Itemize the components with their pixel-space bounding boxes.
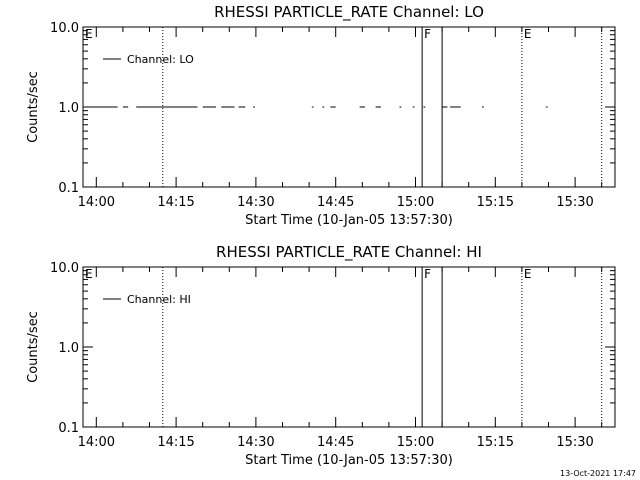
x-tick-label: 14:45 (317, 435, 354, 450)
x-axis-label: Start Time (10-Jan-05 13:57:30) (245, 453, 453, 468)
x-axis-label: Start Time (10-Jan-05 13:57:30) (245, 213, 453, 228)
event-annotation: F (424, 267, 431, 281)
y-tick-label: 1.0 (58, 101, 79, 116)
event-annotation: E (85, 27, 93, 41)
x-tick-label: 14:15 (157, 435, 194, 450)
timestamp-footer: 13-Oct-2021 17:47 (560, 469, 636, 478)
chart-panel-1: RHESSI PARTICLE_RATE Channel: HI 0.1 1.0 10… (26, 243, 616, 468)
x-tick-label: 15:30 (556, 195, 593, 210)
x-tick-label: 14:45 (317, 195, 354, 210)
x-tick-label: 14:00 (78, 435, 115, 450)
y-tick-label: 1.0 (58, 341, 79, 356)
x-tick-label: 14:00 (78, 195, 115, 210)
chart-panel-0: RHESSI PARTICLE_RATE Channel: LO 0.1 1.0 10… (26, 3, 616, 228)
x-tick-label: 14:15 (157, 195, 194, 210)
y-tick-label: 10.0 (50, 21, 79, 36)
legend-label: Channel: HI (127, 293, 191, 306)
chart-title: RHESSI PARTICLE_RATE Channel: HI (216, 243, 482, 262)
x-tick-label: 15:00 (397, 195, 434, 210)
event-annotation: E (524, 267, 532, 281)
legend-label: Channel: LO (127, 53, 194, 66)
y-axis-label: Counts/sec (26, 71, 41, 143)
y-tick-label: 10.0 (50, 261, 79, 276)
event-annotation: E (524, 27, 532, 41)
x-tick-label: 15:30 (556, 435, 593, 450)
y-tick-label: 0.1 (58, 181, 79, 196)
x-tick-label: 15:15 (477, 435, 514, 450)
chart-title: RHESSI PARTICLE_RATE Channel: LO (214, 3, 484, 22)
x-tick-label: 15:15 (477, 195, 514, 210)
x-tick-label: 15:00 (397, 435, 434, 450)
y-tick-label: 0.1 (58, 421, 79, 436)
event-annotation: F (424, 27, 431, 41)
x-tick-label: 14:30 (237, 195, 274, 210)
x-tick-label: 14:30 (237, 435, 274, 450)
event-annotation: E (85, 267, 93, 281)
y-axis-label: Counts/sec (26, 311, 41, 383)
